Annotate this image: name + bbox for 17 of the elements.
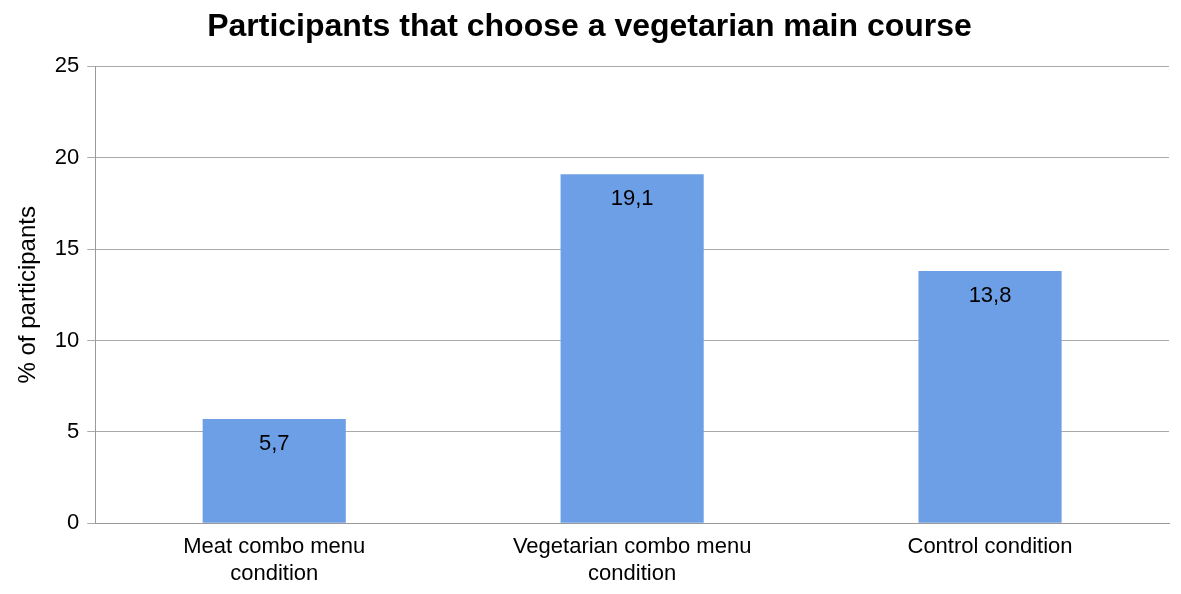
y-tick-label: 5 [67,417,80,443]
x-tick-label: Meat combo menu condition [183,533,366,585]
y-axis-title: % of participants [13,206,41,384]
data-label: 13,8 [968,282,1012,308]
y-tick-label: 25 [54,52,80,78]
y-tick-label: 10 [54,326,80,352]
bar [202,419,346,523]
data-label: 19,1 [610,185,654,211]
chart-title: Participants that choose a vegetarian main course [207,7,972,44]
y-tick-label: 0 [67,509,80,535]
bar [918,271,1062,523]
data-label: 5,7 [258,430,290,456]
bar [560,174,704,523]
y-tick-label: 20 [54,143,80,169]
y-tick-label: 15 [54,235,80,261]
x-tick-label: Vegetarian combo menu condition [512,533,752,585]
x-tick-label: Control condition [907,533,1073,559]
